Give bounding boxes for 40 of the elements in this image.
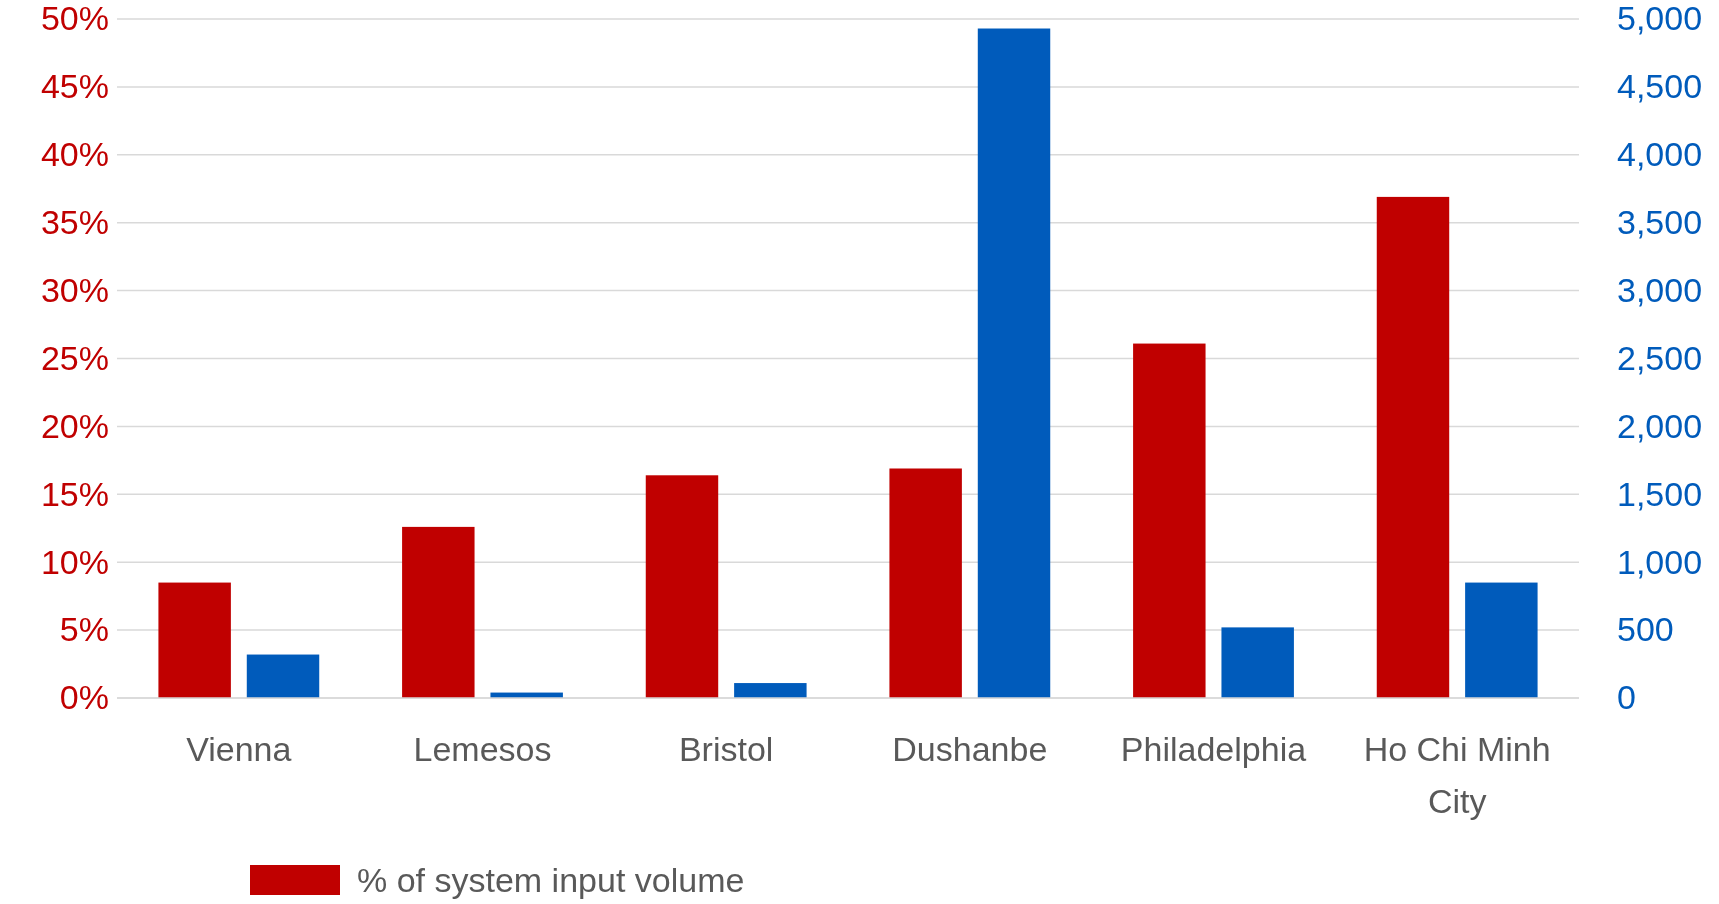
y-tick-label: 0% <box>59 678 109 717</box>
y-tick-label: 15% <box>40 474 109 513</box>
bar <box>734 683 807 698</box>
y-tick-label: 35% <box>40 203 109 242</box>
y-tick-label: 40% <box>40 135 109 174</box>
bar <box>889 468 962 698</box>
bar <box>158 582 231 698</box>
bar <box>402 526 475 698</box>
y2-tick-label: 2,500 <box>1617 338 1703 377</box>
y2-tick-label: 4,000 <box>1617 135 1703 174</box>
y-tick-label: 50% <box>40 0 109 38</box>
y2-tick-label: 0 <box>1617 678 1636 717</box>
y2-tick-label: 500 <box>1617 610 1674 649</box>
bar <box>1221 627 1294 698</box>
y-tick-label: 5% <box>59 610 109 649</box>
y-tick-label: 25% <box>40 338 109 377</box>
x-tick-label: Ho Chi Minh City <box>1363 730 1551 820</box>
y2-tick-label: 3,000 <box>1617 270 1703 309</box>
x-tick-label: Dushanbe <box>892 730 1048 768</box>
y2-tick-label: 2,000 <box>1617 406 1703 445</box>
y-tick-label: 10% <box>40 542 109 581</box>
x-tick-label: Bristol <box>678 730 774 768</box>
x-tick-label: Vienna <box>186 730 292 768</box>
y2-tick-label: 1,500 <box>1617 474 1703 513</box>
bar <box>246 654 320 698</box>
y2-tick-label: 5,000 <box>1617 0 1703 38</box>
y2-tick-label: 4,500 <box>1617 67 1703 106</box>
y-tick-label: 30% <box>40 270 109 309</box>
bar <box>1133 343 1206 698</box>
x-tick-label: Philadelphia <box>1120 730 1307 768</box>
bar <box>1465 582 1538 698</box>
x-tick-label: Lemesos <box>413 730 552 768</box>
bar <box>977 28 1051 698</box>
legend-label: % of system input volume <box>357 861 745 899</box>
bar <box>1376 196 1450 698</box>
y2-tick-label: 1,000 <box>1617 542 1703 581</box>
y-tick-label: 45% <box>40 67 109 106</box>
bar <box>645 475 719 698</box>
y-tick-label: 20% <box>40 406 109 445</box>
y2-tick-label: 3,500 <box>1617 203 1703 242</box>
